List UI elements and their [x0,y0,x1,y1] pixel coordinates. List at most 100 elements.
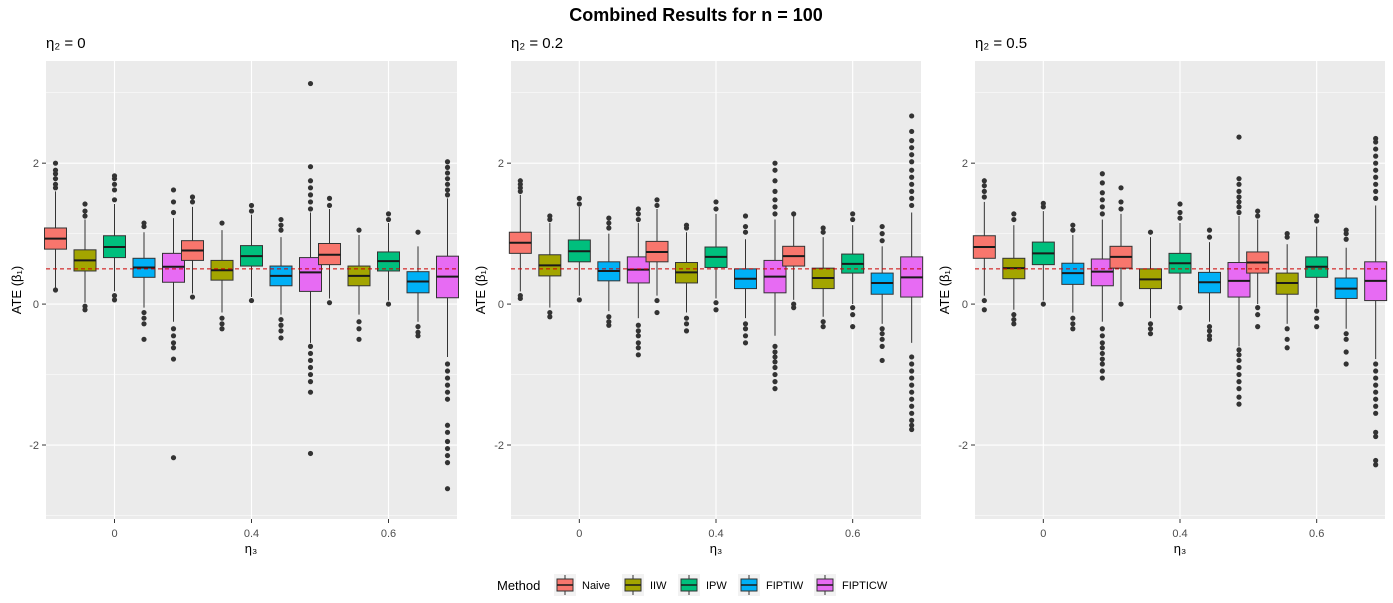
outlier-point [1040,200,1046,206]
outlier-point [52,287,59,293]
outlier-point [772,359,778,365]
outlier-point [307,364,314,371]
outlier-point [444,176,451,182]
outlier-point [444,368,451,374]
outlier-point [909,138,915,144]
outlier-point [1099,375,1105,381]
outlier-point [820,225,826,231]
outlier-point [772,386,778,392]
outlier-point [909,410,915,416]
outlier-point [517,295,523,302]
outlier-point [170,209,177,216]
outlier-point [772,343,778,349]
boxplot-ipw [103,173,126,303]
panel-title: η₂ = 0 [46,35,86,52]
outlier-point [1099,171,1105,177]
outlier-point [1099,211,1105,217]
outlier-point [1147,321,1154,327]
x-axis-ticks: 0 0.4 0.6 [111,519,396,540]
outlier-point [517,178,523,184]
outlier-point [248,208,255,214]
outlier-point [606,225,612,231]
outlier-point [444,429,451,435]
outlier-point [356,319,362,325]
outlier-point [307,164,314,170]
outlier-point [654,197,660,203]
outlier-point [1373,410,1379,416]
legend-label: Naive [582,580,610,592]
outlier-point [111,187,118,193]
outlier-point [1099,340,1105,346]
outlier-point [683,222,690,228]
outlier-point [111,297,118,303]
outlier-point [82,201,88,207]
outlier-point [1011,316,1017,323]
outlier-point [909,202,915,209]
outlier-point [307,80,314,87]
outlier-point [635,328,641,334]
outlier-point [1206,328,1213,334]
outlier-point [1177,305,1183,311]
outlier-point [278,216,284,223]
outlier-point [189,194,196,200]
x-tick-label: 0.4 [244,528,259,540]
outlier-point [1070,222,1076,228]
outlier-point [248,202,255,209]
outlier-point [909,354,915,360]
x-tick-label: 0.6 [1309,528,1324,540]
boxplot-ipw [240,202,263,304]
outlier-point [307,178,314,184]
outlier-point [141,336,147,342]
outlier-point [1373,361,1379,367]
outlier-point [1177,215,1183,221]
outlier-point [654,297,660,304]
main-title: Combined Results for n = 100 [569,5,823,25]
outlier-point [635,322,641,328]
outlier-point [278,335,284,341]
outlier-point [52,160,59,166]
boxplot-ipw [1168,201,1192,311]
outlier-point [219,315,225,321]
legend-title: Method [497,578,540,593]
outlier-point [772,364,778,371]
outlier-point [52,181,59,187]
outlier-point [1284,326,1290,332]
panel-eta2-0.2: η₂ = 0.2 -2 0 2 0 0.4 0.6 η₃ ATE (β₁) [473,35,924,556]
outlier-point [1099,326,1105,332]
outlier-point [1373,429,1379,435]
outlier-point [1284,345,1290,351]
outlier-point [170,340,177,346]
outlier-point [444,361,451,367]
legend-item-ipw: IPW [678,574,727,596]
outlier-point [772,160,778,166]
outlier-point [879,326,885,332]
outlier-point [879,231,885,237]
outlier-point [170,326,177,332]
outlier-point [909,382,915,388]
box [162,252,185,283]
outlier-point [576,201,582,207]
boxplot-iiw [1139,229,1162,337]
outlier-point [307,192,314,198]
outlier-point [635,340,641,346]
outlier-point [307,357,314,364]
outlier-point [1177,201,1183,207]
outlier-point [772,178,778,184]
outlier-point [909,174,915,180]
outlier-point [820,229,826,235]
outlier-point [909,396,915,402]
outlier-point [909,195,915,201]
outlier-point [1343,361,1349,367]
outlier-point [356,336,362,342]
outlier-point [326,202,333,209]
outlier-point [772,349,778,355]
outlier-point [111,197,118,203]
outlier-point [635,333,641,339]
outlier-point [1099,361,1105,367]
x-axis-label: η₃ [710,541,723,556]
boxplot-naive [181,194,204,300]
outlier-point [683,328,690,334]
outlier-point [909,368,915,374]
outlier-point [1118,185,1124,191]
outlier-point [444,486,451,492]
